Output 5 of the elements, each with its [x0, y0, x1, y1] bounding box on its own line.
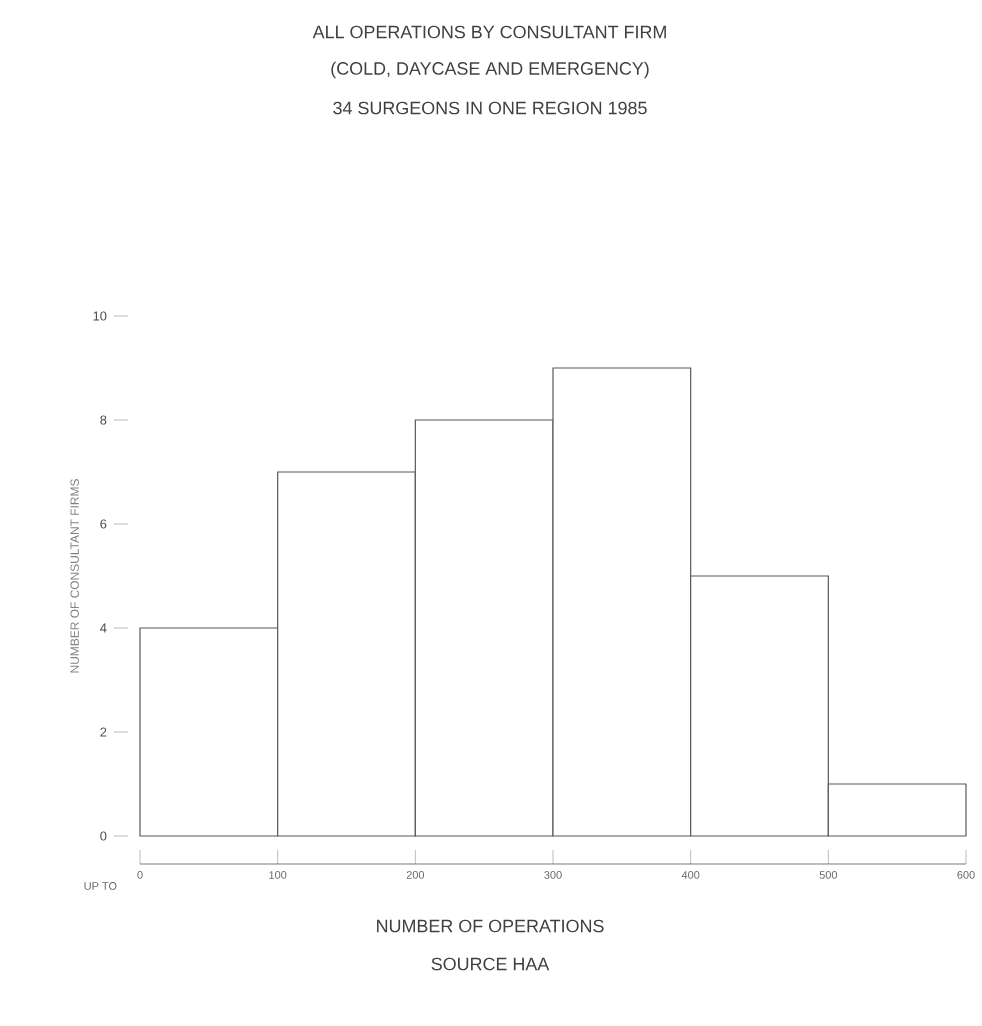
x-axis-title: NUMBER OF OPERATIONS [377, 919, 604, 933]
chart-title: ALL OPERATIONS BY CONSULTANT FIRM [312, 25, 666, 39]
text: 34 SURGEONS IN ONE REGION 1985 [333, 101, 647, 115]
chart-subtitle: (COLD, DAYCASE AND EMERGENCY) [331, 61, 649, 79]
source-note: SOURCE HAA [431, 957, 550, 971]
